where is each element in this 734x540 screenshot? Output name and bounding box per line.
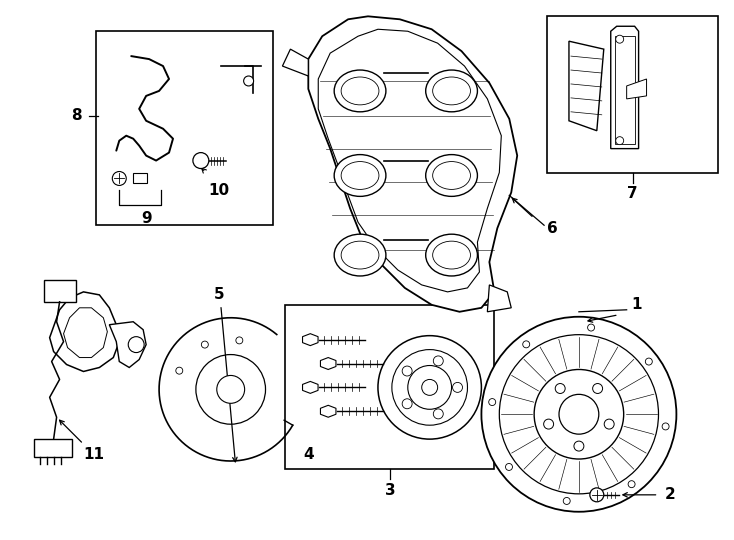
- Ellipse shape: [432, 161, 470, 190]
- Ellipse shape: [432, 77, 470, 105]
- Text: 9: 9: [141, 211, 151, 226]
- Circle shape: [193, 153, 208, 168]
- Polygon shape: [627, 79, 647, 99]
- Text: 5: 5: [214, 287, 224, 302]
- Circle shape: [499, 335, 658, 494]
- Circle shape: [408, 366, 451, 409]
- Polygon shape: [302, 334, 318, 346]
- Bar: [133, 173, 147, 184]
- Ellipse shape: [334, 154, 386, 197]
- Polygon shape: [569, 41, 604, 131]
- Circle shape: [616, 35, 624, 43]
- Text: 8: 8: [71, 109, 81, 123]
- Circle shape: [506, 463, 512, 470]
- Ellipse shape: [334, 234, 386, 276]
- Circle shape: [604, 419, 614, 429]
- Text: 2: 2: [665, 487, 676, 502]
- Circle shape: [244, 76, 253, 86]
- Polygon shape: [319, 29, 501, 292]
- Polygon shape: [50, 292, 120, 372]
- Circle shape: [544, 419, 553, 429]
- Text: 1: 1: [631, 298, 642, 312]
- Circle shape: [236, 337, 243, 344]
- Text: 7: 7: [628, 186, 638, 201]
- Polygon shape: [487, 285, 512, 312]
- Polygon shape: [64, 308, 107, 357]
- Circle shape: [574, 441, 584, 451]
- Circle shape: [433, 356, 443, 366]
- Circle shape: [616, 137, 624, 145]
- Ellipse shape: [341, 161, 379, 190]
- Ellipse shape: [426, 70, 477, 112]
- Bar: [43, 280, 76, 302]
- Polygon shape: [302, 381, 318, 393]
- Circle shape: [176, 367, 183, 374]
- Circle shape: [453, 382, 462, 393]
- Circle shape: [588, 324, 595, 331]
- Bar: [547, 16, 718, 173]
- Ellipse shape: [426, 234, 477, 276]
- Circle shape: [128, 336, 144, 353]
- Polygon shape: [109, 322, 146, 368]
- Circle shape: [590, 488, 604, 502]
- Ellipse shape: [341, 77, 379, 105]
- Circle shape: [523, 341, 530, 348]
- Polygon shape: [611, 26, 639, 149]
- Bar: [34, 439, 71, 457]
- Circle shape: [563, 497, 570, 504]
- Circle shape: [196, 355, 266, 424]
- Circle shape: [201, 341, 208, 348]
- Bar: [286, 305, 494, 469]
- Text: 11: 11: [83, 447, 104, 462]
- Circle shape: [422, 380, 437, 395]
- Circle shape: [555, 383, 565, 394]
- Ellipse shape: [341, 241, 379, 269]
- Circle shape: [628, 481, 635, 488]
- Polygon shape: [321, 406, 336, 417]
- Circle shape: [534, 369, 624, 459]
- Circle shape: [482, 317, 677, 512]
- Circle shape: [378, 336, 482, 439]
- Circle shape: [402, 399, 412, 409]
- Bar: [614, 36, 635, 144]
- Circle shape: [489, 399, 495, 406]
- Circle shape: [592, 383, 603, 394]
- Circle shape: [402, 366, 412, 376]
- Circle shape: [433, 409, 443, 419]
- Text: 4: 4: [303, 447, 313, 462]
- Ellipse shape: [432, 241, 470, 269]
- Circle shape: [559, 394, 599, 434]
- Ellipse shape: [426, 154, 477, 197]
- Polygon shape: [283, 49, 308, 76]
- Circle shape: [217, 375, 244, 403]
- Circle shape: [392, 349, 468, 425]
- Circle shape: [112, 172, 126, 185]
- Bar: [96, 31, 274, 225]
- Text: 10: 10: [208, 183, 229, 198]
- Circle shape: [662, 423, 669, 430]
- Polygon shape: [321, 357, 336, 369]
- Circle shape: [645, 358, 653, 365]
- Text: 6: 6: [547, 221, 557, 236]
- Text: 3: 3: [385, 483, 395, 498]
- Ellipse shape: [334, 70, 386, 112]
- Polygon shape: [308, 16, 517, 312]
